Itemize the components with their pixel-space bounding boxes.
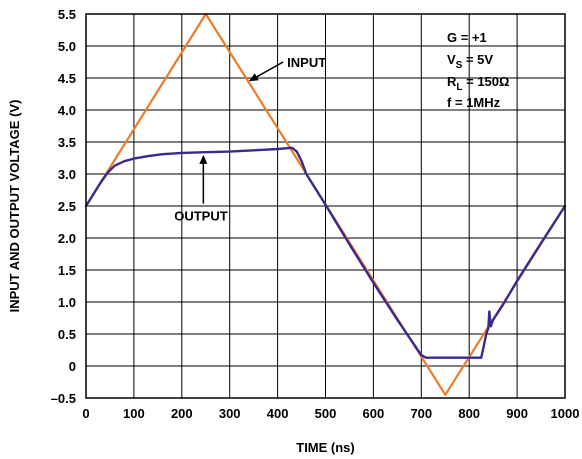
condition-frequency: f = 1MHz — [447, 95, 501, 110]
y-tick-label: 2.5 — [58, 199, 76, 214]
output-annotation: OUTPUT — [174, 209, 228, 224]
x-axis-label: TIME (ns) — [296, 440, 355, 455]
y-tick-label: 5.0 — [58, 39, 76, 54]
x-tick-label: 1000 — [551, 406, 580, 421]
test-conditions: G = +1 VS = 5V RL = 150Ω f = 1MHz — [447, 30, 509, 110]
y-tick-label: 1.5 — [58, 263, 76, 278]
input-arrowhead — [248, 73, 259, 82]
condition-gain: G = +1 — [447, 30, 487, 45]
y-axis-label: INPUT AND OUTPUT VOLTAGE (V) — [7, 100, 22, 313]
y-tick-label: 0 — [69, 359, 76, 374]
y-tick-label: 2.0 — [58, 231, 76, 246]
y-tick-label: –0.5 — [51, 391, 76, 406]
condition-load-sub: L — [456, 82, 462, 93]
condition-load-main: R — [447, 74, 457, 89]
y-tick-label: 4.0 — [58, 103, 76, 118]
x-tick-label: 0 — [82, 406, 89, 421]
x-tick-label: 400 — [267, 406, 289, 421]
condition-load: RL = 150Ω — [447, 74, 509, 93]
x-tick-label: 700 — [410, 406, 432, 421]
y-tick-label: 0.5 — [58, 327, 76, 342]
y-tick-label: 3.5 — [58, 135, 76, 150]
series-layer — [84, 12, 567, 396]
x-tick-label: 500 — [315, 406, 337, 421]
plot-frame — [85, 13, 566, 399]
x-tick-label: 900 — [506, 406, 528, 421]
condition-supply: VS = 5V — [447, 52, 493, 71]
y-tick-label: 4.5 — [58, 71, 76, 86]
x-tick-label: 200 — [171, 406, 193, 421]
tick-labels: 0 100 200 300 400 500 600 700 800 900 1000 –0.5 0 0.5… — [51, 7, 580, 421]
condition-supply-main: V — [447, 52, 456, 67]
input-arrow — [256, 61, 284, 78]
y-tick-label: 5.5 — [58, 7, 76, 22]
condition-load-rest: = 150Ω — [463, 74, 510, 89]
x-tick-label: 600 — [363, 406, 385, 421]
condition-supply-sub: S — [456, 60, 463, 71]
annotations: INPUT OUTPUT — [174, 55, 326, 224]
x-tick-label: 300 — [219, 406, 241, 421]
x-tick-label: 800 — [458, 406, 480, 421]
series-line-output — [84, 146, 567, 359]
x-tick-label: 100 — [123, 406, 145, 421]
y-tick-label: 3.0 — [58, 167, 76, 182]
output-arrowhead — [199, 154, 208, 164]
input-annotation: INPUT — [287, 55, 326, 70]
condition-supply-rest: = 5V — [462, 52, 493, 67]
y-tick-label: 1.0 — [58, 295, 76, 310]
